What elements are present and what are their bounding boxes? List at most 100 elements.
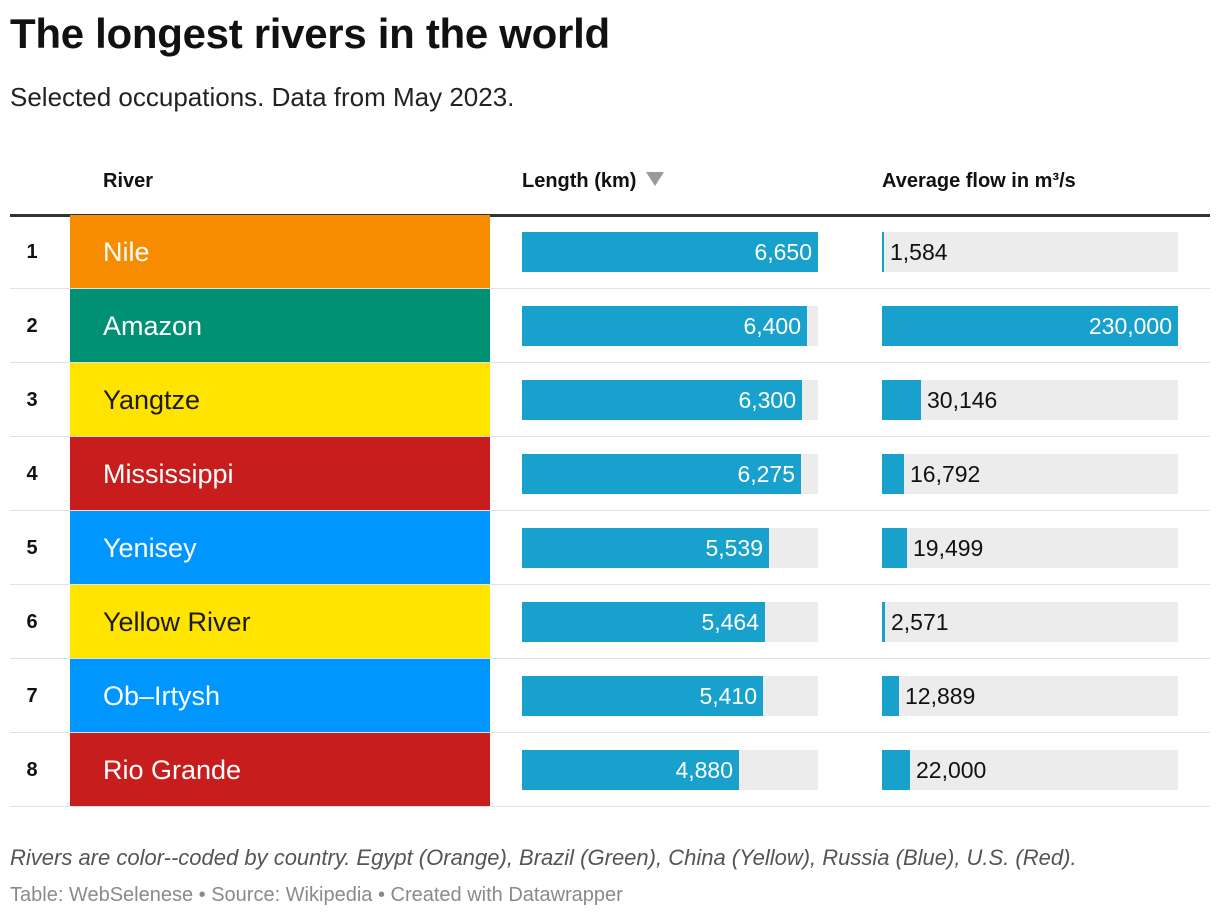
row-rank: 5 — [26, 537, 38, 559]
row-rank: 2 — [26, 315, 38, 337]
row-divider — [10, 362, 1210, 363]
length-bar — [522, 232, 818, 272]
flow-value: 19,499 — [913, 535, 984, 561]
flow-bar-track: 12,889 — [882, 676, 1178, 716]
flow-value: 12,889 — [905, 683, 976, 709]
row-rank: 3 — [26, 389, 38, 411]
length-bar-track: 5,464 — [522, 602, 818, 642]
river-name: Yenisey — [103, 533, 197, 563]
row-rank: 1 — [26, 241, 38, 263]
length-value: 5,464 — [701, 609, 759, 635]
row-divider — [10, 806, 1210, 807]
river-name: Yangtze — [103, 385, 201, 415]
flow-value: 230,000 — [1088, 313, 1172, 339]
river-cell: Nile — [70, 215, 490, 289]
river-name: Rio Grande — [103, 755, 242, 785]
river-cell: Amazon — [70, 289, 490, 363]
river-cell: Yellow River — [70, 585, 490, 659]
flow-bar-track: 16,792 — [882, 454, 1178, 494]
flow-bar-track: 1,584 — [882, 232, 1178, 272]
column-header-river[interactable]: River — [103, 170, 153, 193]
flow-bar — [882, 306, 1178, 346]
river-name: Yellow River — [103, 607, 251, 637]
river-cell: Ob–Irtysh — [70, 659, 490, 733]
flow-bar-track: 22,000 — [882, 750, 1178, 790]
length-bar — [522, 750, 739, 790]
flow-bar — [882, 454, 904, 494]
row-rank: 7 — [26, 685, 38, 707]
river-cell: Yenisey — [70, 511, 490, 585]
row-rank: 4 — [26, 463, 38, 485]
length-bar — [522, 454, 801, 494]
flow-value: 30,146 — [927, 387, 998, 413]
length-value: 6,400 — [743, 313, 801, 339]
row-divider — [10, 510, 1210, 511]
river-cell: Mississippi — [70, 437, 490, 511]
column-header-length[interactable]: Length (km) — [522, 170, 665, 193]
length-bar-track: 6,300 — [522, 380, 818, 420]
row-rank: 6 — [26, 611, 38, 633]
flow-value: 16,792 — [910, 461, 981, 487]
row-rank: 8 — [26, 759, 38, 781]
flow-bar — [882, 676, 899, 716]
table-header: River Length (km) Average flow in m³/s — [10, 170, 1210, 217]
river-name: Amazon — [103, 311, 203, 341]
column-header-river-label: River — [103, 170, 154, 192]
flow-value: 2,571 — [891, 609, 949, 635]
length-value: 6,275 — [737, 461, 795, 487]
row-divider — [10, 658, 1210, 659]
table-row: 3 Yangtze 6,300 30,146 — [10, 363, 1210, 437]
flow-bar — [882, 380, 921, 420]
chart-subtitle: Selected occupations. Data from May 2023… — [10, 82, 515, 112]
table-row: 4 Mississippi 6,275 16,792 — [10, 437, 1210, 511]
length-bar-track: 4,880 — [522, 750, 818, 790]
row-divider — [10, 584, 1210, 585]
flow-bar-track: 230,000 — [882, 306, 1178, 346]
length-value: 5,410 — [699, 683, 757, 709]
river-cell: Rio Grande — [70, 733, 490, 807]
river-name: Mississippi — [103, 459, 234, 489]
flow-bar-track: 2,571 — [882, 602, 1178, 642]
length-bar — [522, 676, 763, 716]
length-value: 6,300 — [738, 387, 796, 413]
chart-title: The longest rivers in the world — [10, 10, 610, 57]
chart-source: Table: WebSelenese • Source: Wikipedia •… — [10, 884, 623, 906]
length-value: 5,539 — [705, 535, 763, 561]
sort-descending-icon[interactable] — [646, 172, 665, 186]
flow-bar — [882, 602, 885, 642]
river-name: Ob–Irtysh — [103, 681, 221, 711]
table-row: 6 Yellow River 5,464 2,571 — [10, 585, 1210, 659]
flow-bar-track: 30,146 — [882, 380, 1178, 420]
flow-bar — [882, 528, 907, 568]
length-bar-track: 6,400 — [522, 306, 818, 346]
length-value: 6,650 — [754, 239, 812, 265]
table-row: 5 Yenisey 5,539 19,499 — [10, 511, 1210, 585]
flow-bar — [882, 232, 884, 272]
length-bar-track: 5,410 — [522, 676, 818, 716]
flow-value: 1,584 — [890, 239, 948, 265]
column-header-flow[interactable]: Average flow in m³/s — [882, 170, 1076, 193]
table-row: 7 Ob–Irtysh 5,410 12,889 — [10, 659, 1210, 733]
column-header-flow-label: Average flow in m³/s — [882, 170, 1076, 192]
chart-note: Rivers are color--coded by country. Egyp… — [10, 845, 1077, 870]
row-divider — [10, 732, 1210, 733]
river-name: Nile — [103, 237, 150, 267]
river-cell: Yangtze — [70, 363, 490, 437]
table-row: 2 Amazon 6,400 230,000 — [10, 289, 1210, 363]
table-row: 8 Rio Grande 4,880 22,000 — [10, 733, 1210, 807]
row-divider — [10, 288, 1210, 289]
length-bar — [522, 306, 807, 346]
length-bar — [522, 602, 765, 642]
length-bar — [522, 380, 802, 420]
length-bar — [522, 528, 769, 568]
length-bar-track: 6,275 — [522, 454, 818, 494]
length-bar-track: 6,650 — [522, 232, 818, 272]
length-value: 4,880 — [675, 757, 733, 783]
flow-value: 22,000 — [916, 757, 987, 783]
column-header-length-label: Length (km) — [522, 170, 637, 192]
flow-bar — [882, 750, 910, 790]
length-bar-track: 5,539 — [522, 528, 818, 568]
row-divider — [10, 436, 1210, 437]
table-row: 1 Nile 6,650 1,584 — [10, 215, 1210, 289]
flow-bar-track: 19,499 — [882, 528, 1178, 568]
